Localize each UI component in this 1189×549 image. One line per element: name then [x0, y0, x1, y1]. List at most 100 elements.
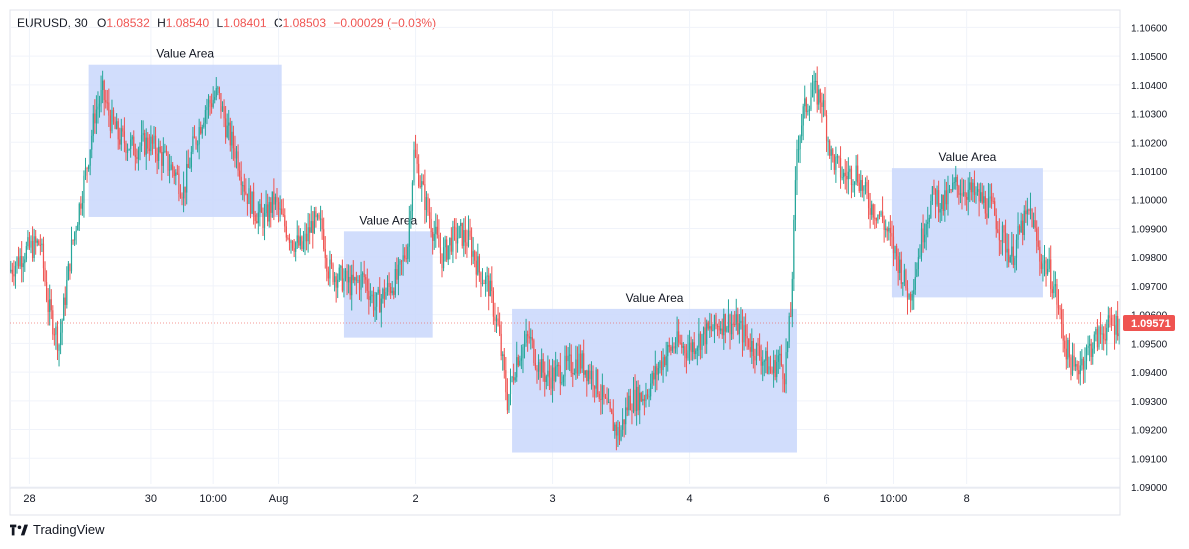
- candle-body: [207, 99, 210, 108]
- candle-body: [1023, 210, 1025, 235]
- candle-body: [659, 361, 661, 369]
- candle-body: [513, 376, 515, 381]
- candle-body: [159, 146, 161, 152]
- candle-body: [690, 342, 692, 353]
- candle-body: [463, 230, 465, 246]
- candle-body: [477, 256, 479, 275]
- candle-body: [251, 191, 253, 214]
- candle-body: [832, 149, 834, 156]
- candle-body: [913, 289, 915, 295]
- candle-body: [808, 109, 811, 111]
- candle-body: [1039, 246, 1041, 262]
- candle-body: [1053, 286, 1055, 294]
- candle-body: [765, 351, 767, 361]
- candle-body: [497, 318, 499, 325]
- candle-body: [13, 274, 15, 277]
- candle-body: [997, 229, 999, 233]
- candle-body: [720, 328, 722, 331]
- candle-body: [427, 197, 429, 213]
- candle-body: [642, 398, 644, 402]
- candle-body: [109, 115, 112, 131]
- candle-body: [939, 209, 941, 213]
- candle-body: [620, 429, 622, 441]
- candle-body: [215, 87, 217, 98]
- candle-body: [84, 167, 87, 176]
- candle-body: [933, 186, 935, 189]
- candle-body: [533, 340, 535, 363]
- candle-body: [405, 258, 407, 260]
- candle-body: [942, 194, 944, 211]
- candle-body: [265, 204, 267, 214]
- candle-body: [204, 110, 206, 123]
- candle-body: [1107, 315, 1109, 328]
- candle-body: [133, 136, 135, 156]
- candle-body: [878, 214, 881, 216]
- candle-body: [170, 164, 172, 170]
- candle-body: [164, 150, 166, 152]
- candle-body: [587, 370, 589, 382]
- candle-body: [1028, 209, 1030, 212]
- candle-body: [561, 382, 563, 384]
- candle-body: [268, 202, 270, 222]
- candle-body: [346, 270, 348, 283]
- candle-body: [377, 289, 379, 293]
- candle-body: [695, 350, 697, 354]
- candle-body: [581, 353, 583, 369]
- candle-body: [402, 255, 404, 262]
- candle-body: [508, 394, 510, 411]
- candle-body: [341, 266, 343, 291]
- candle-body: [450, 237, 452, 252]
- candle-body: [654, 366, 656, 380]
- candle-body: [240, 176, 242, 186]
- candle-body: [45, 282, 48, 301]
- candle-body: [119, 139, 121, 145]
- grid-lines: [9, 9, 1121, 516]
- value-area-label: Value Area: [626, 291, 684, 305]
- candle-body: [785, 352, 787, 385]
- candle-body: [453, 226, 456, 228]
- value-area-label: Value Area: [359, 213, 417, 227]
- candle-body: [938, 190, 940, 213]
- candle-body: [120, 128, 122, 145]
- tradingview-logo[interactable]: TradingView: [10, 522, 105, 537]
- candle-body: [17, 257, 20, 267]
- candle-body: [243, 185, 245, 192]
- candle-body: [72, 240, 74, 242]
- candle-body: [64, 297, 66, 305]
- candle-body: [1042, 263, 1044, 269]
- candle-body: [248, 188, 250, 204]
- candle-body: [867, 192, 870, 209]
- candle-body: [827, 140, 829, 142]
- candle-body: [947, 190, 949, 205]
- candle-body: [144, 133, 146, 155]
- candle-body: [287, 237, 289, 239]
- y-tick-label: 1.09800: [1131, 253, 1168, 264]
- candle-body: [123, 131, 126, 144]
- candle-body: [914, 277, 916, 290]
- x-tick-label: 3: [549, 493, 555, 505]
- candle-body: [246, 193, 249, 204]
- candle-body: [386, 282, 389, 292]
- candle-body: [712, 330, 714, 332]
- candle-body: [212, 99, 214, 107]
- candle-body: [234, 148, 236, 159]
- candle-body: [835, 156, 837, 170]
- candle-body: [293, 248, 295, 252]
- candle-body: [1059, 308, 1061, 310]
- candle-body: [38, 240, 40, 245]
- candle-body: [676, 331, 678, 347]
- candle-body: [323, 229, 325, 249]
- candle-body: [678, 331, 680, 343]
- candle-body: [537, 362, 540, 372]
- candle-body: [98, 103, 101, 107]
- candle-body: [1103, 333, 1105, 340]
- candle-body: [231, 131, 233, 146]
- candle-body: [371, 294, 373, 297]
- candle-body: [296, 235, 298, 243]
- tradingview-logo-icon: [10, 524, 28, 535]
- candle-body: [181, 197, 183, 199]
- candle-body: [1062, 323, 1064, 341]
- candle-body: [369, 296, 371, 300]
- candle-body: [1051, 289, 1053, 294]
